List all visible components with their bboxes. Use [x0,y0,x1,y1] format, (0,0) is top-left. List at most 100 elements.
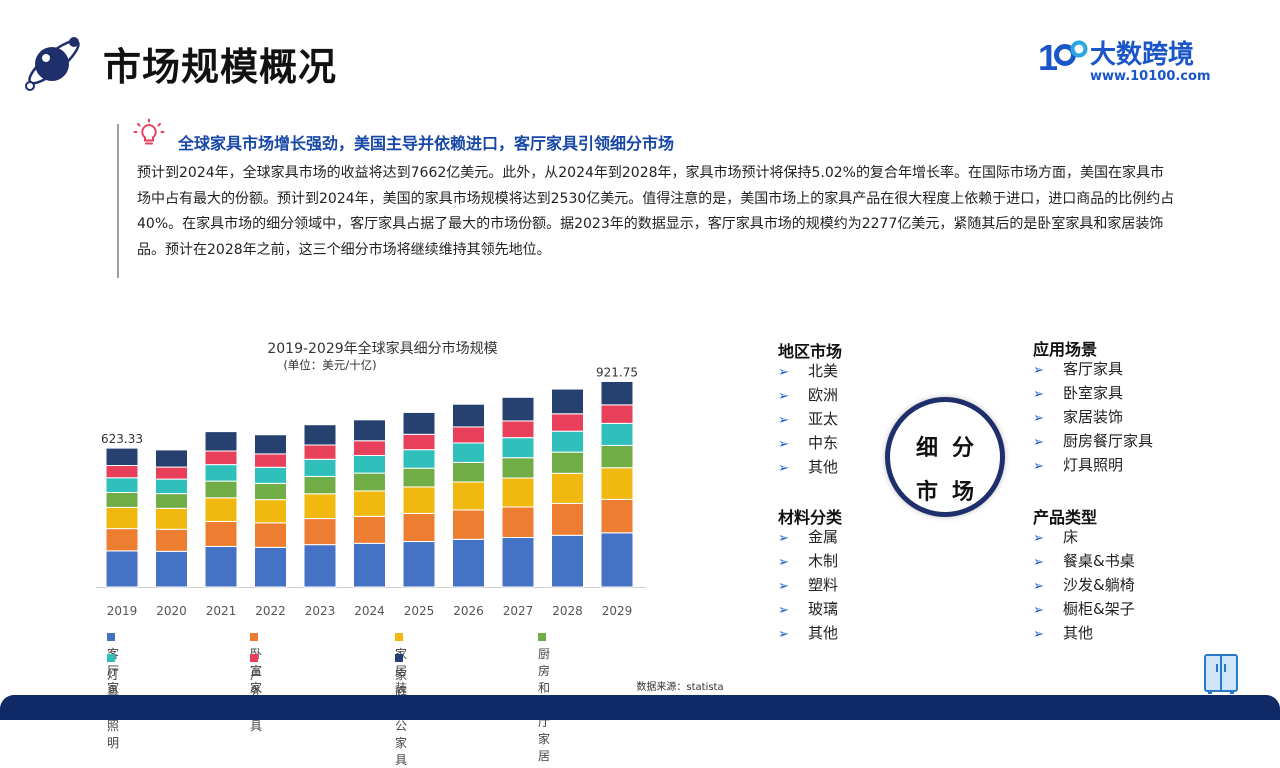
arrow-bullet-icon: ➢ [1033,435,1044,450]
arrow-bullet-icon: ➢ [1033,411,1044,426]
bar-segment [551,451,584,474]
segment-item-label: 卧室家具 [1063,384,1124,402]
bar-segment [402,433,436,451]
bar-segment [105,550,139,588]
bar-segment [501,396,535,422]
bar-segment [501,420,535,439]
intro-heading: 全球家具市场增长强劲，美国主导并依赖进口，客厅家具引领细分市场 [178,134,675,153]
x-tick-label: 2028 [552,604,583,618]
segment-item: ➢ 玻璃 [778,598,838,622]
bar-segment [105,528,139,552]
lightbulb-icon [133,118,165,150]
bar-segment [155,449,188,468]
bar-segment [204,497,238,522]
arrow-bullet-icon: ➢ [778,555,789,570]
segment-item-label: 灯具照明 [1063,456,1124,474]
bar-segment [600,498,634,534]
segment-item-label: 其他 [1063,624,1094,642]
bar-segment [600,422,634,446]
segment-group-list: ➢ 客厅家具 ➢ 卧室家具 ➢ 家居装饰 ➢ 厨房餐厅家具 ➢ 灯具照明 [1033,358,1153,478]
segment-group-title: 地区市场 [778,342,843,361]
bar-segment [402,449,436,469]
segment-item: ➢ 客厅家具 [1033,358,1153,382]
segment-item-label: 厨房餐厅家具 [1063,432,1154,450]
arrow-bullet-icon: ➢ [778,437,789,452]
segment-item-label: 沙发&躺椅 [1063,576,1135,594]
center-label-line2: 市场 [915,480,988,505]
bar-segment [204,520,238,547]
brand-name[interactable]: 大数跨境 [1090,40,1195,70]
bar-segment [353,440,386,456]
bar-segment [303,518,337,546]
x-tick-label: 2025 [404,604,435,618]
bar-segment [303,458,337,477]
chart-unit: (单位：美元/十亿) [283,358,377,372]
segment-item: ➢ 木制 [778,550,838,574]
data-label: 921.75 [596,365,638,379]
segment-item: ➢ 亚太 [778,408,838,432]
bar-segment [254,482,287,501]
bar-segment [303,493,337,520]
bar-segment [254,466,287,484]
bar-segment [501,506,535,539]
bar-segment [204,450,238,466]
segment-item-label: 木制 [808,552,839,570]
bar-segment [353,454,386,474]
bar-segment [204,464,238,482]
bar-segment [254,499,287,524]
segment-item: ➢ 厨房餐厅家具 [1033,430,1153,454]
bar-segment [551,472,584,504]
segment-group-title: 产品类型 [1033,508,1098,527]
bar-segment [501,457,535,479]
footer-bar [0,695,1280,720]
intro-paragraph: 预计到2024年，全球家具市场的收益将达到7662亿美元。此外，从2024年到2… [137,165,1175,258]
brand-url[interactable]: www.10100.com [1090,69,1211,84]
arrow-bullet-icon: ➢ [1033,603,1044,618]
arrow-bullet-icon: ➢ [1033,627,1044,642]
segment-item-label: 金属 [808,528,839,546]
arrow-bullet-icon: ➢ [1033,363,1044,378]
bar-segment [501,437,535,459]
bar-segment [303,475,337,495]
bar-segment [105,506,139,530]
segment-item: ➢ 金属 [778,526,838,550]
legend-swatch [250,633,258,641]
arrow-bullet-icon: ➢ [1033,531,1044,546]
bar-segment [254,522,287,548]
arrow-bullet-icon: ➢ [778,603,789,618]
bar-segment [551,413,584,432]
bar-segment [402,541,436,588]
bar-segment [452,509,485,540]
bar-segment [254,453,287,468]
bar-segment [600,380,634,406]
bar-segment [254,434,287,455]
segment-item: ➢ 北美 [778,360,838,384]
arrow-bullet-icon: ➢ [778,579,789,594]
arrow-bullet-icon: ➢ [1033,555,1044,570]
segment-item-label: 北美 [808,362,839,380]
svg-text:1: 1 [1038,37,1058,78]
segment-item: ➢ 欧洲 [778,384,838,408]
bar-segment [551,502,584,536]
arrow-bullet-icon: ➢ [778,413,789,428]
bar-segment [353,542,386,588]
legend-swatch [395,633,403,641]
segment-item-label: 中东 [808,434,839,452]
bar-segment [600,532,634,588]
bar-segment [254,546,287,588]
segment-item-label: 餐桌&书桌 [1063,552,1135,570]
segment-group-list: ➢ 北美 ➢ 欧洲 ➢ 亚太 ➢ 中东 ➢ 其他 [778,360,838,480]
bar-segment [204,480,238,499]
segment-item: ➢ 家居装饰 [1033,406,1153,430]
bar-segment [402,512,436,543]
x-tick-label: 2027 [503,604,534,618]
bar-segment [452,481,485,511]
segment-item-label: 客厅家具 [1063,360,1124,378]
bar-segment [452,461,485,483]
segment-item: ➢ 中东 [778,432,838,456]
segment-item: ➢ 其他 [778,456,838,480]
bar-segment [600,404,634,424]
segment-item-label: 玻璃 [808,600,839,618]
segment-item-label: 亚太 [808,410,839,428]
legend-swatch [395,654,403,662]
